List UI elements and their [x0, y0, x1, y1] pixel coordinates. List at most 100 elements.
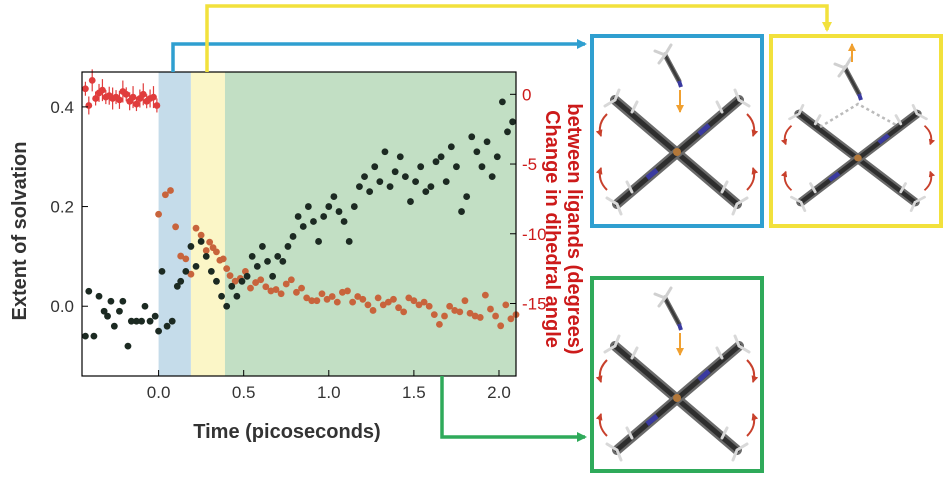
series-2-point — [207, 267, 215, 275]
series-1-point — [487, 305, 494, 313]
series-2-point — [192, 262, 200, 270]
series-2-point — [422, 188, 430, 196]
series-0-point — [82, 81, 89, 96]
series-2-point — [427, 183, 435, 191]
series-2-point — [498, 98, 506, 106]
series-2-point — [478, 163, 486, 171]
blue-connector-arrow — [171, 39, 587, 72]
series-2-point — [228, 282, 236, 290]
series-1-point — [167, 187, 174, 194]
series-2-point — [279, 257, 287, 265]
series-2-point — [119, 297, 127, 305]
series-1-point — [267, 287, 275, 295]
green-connector-arrow — [440, 376, 587, 442]
series-1-point — [384, 298, 392, 306]
series-1-point — [446, 302, 454, 310]
x-tick-label: 2.0 — [487, 383, 511, 402]
series-2-point — [504, 128, 511, 136]
series-1-point — [257, 276, 265, 284]
series-1-point — [219, 255, 227, 263]
series-1-point — [441, 312, 448, 320]
series-0-point — [139, 83, 147, 106]
panel-blue — [590, 34, 764, 228]
series-1-point — [420, 298, 428, 306]
series-1-point — [161, 191, 169, 199]
solvation-chart: 0.0 0.5 1.0 1.5 2.0 0.0 0.2 0.4 0 -5 -10 -15 Time… — [9, 69, 585, 443]
series-2-point — [386, 183, 394, 191]
series-2-point — [432, 158, 440, 166]
series-2-point — [483, 138, 491, 146]
series-2-point — [376, 178, 384, 186]
series-1-point — [247, 284, 254, 292]
series-1-point — [354, 293, 362, 300]
series-0-point — [129, 86, 137, 109]
series-0-point — [122, 87, 130, 102]
series-2-point — [381, 148, 389, 156]
series-1-point — [298, 284, 305, 292]
series-1-point — [410, 297, 418, 305]
series-1-point — [492, 312, 499, 320]
yellow-connector-arrow — [205, 4, 832, 72]
series-2-point — [177, 277, 185, 285]
series-2-point — [141, 302, 149, 310]
series-1-point — [507, 315, 515, 323]
series-1-point — [287, 276, 295, 284]
series-2-point — [223, 302, 231, 310]
series-2-point — [437, 153, 445, 161]
series-1-point — [182, 255, 190, 263]
series-1-point — [502, 301, 510, 309]
series-2-point — [289, 233, 297, 240]
series-1-point — [226, 272, 234, 279]
series-1-point — [405, 294, 413, 302]
series-1-point — [395, 304, 402, 312]
series-2-point — [243, 272, 251, 280]
y-left-axis-ticks: 0.0 0.2 0.4 — [50, 98, 88, 316]
series-1-point — [282, 280, 290, 288]
series-1-point — [400, 308, 408, 316]
series-2-point — [248, 252, 256, 260]
y-right-tick-label: -10 — [522, 225, 547, 244]
series-1-point — [231, 277, 239, 285]
svg-text:Change in dihedral angle: Change in dihedral angle — [541, 110, 563, 348]
series-2-point — [155, 327, 162, 335]
series-1-point — [293, 288, 300, 296]
series-2-point — [335, 208, 343, 215]
series-1-point — [192, 224, 200, 232]
series-2-point — [447, 143, 455, 151]
series-2-point — [85, 287, 93, 295]
series-1-point — [425, 302, 433, 310]
series-2-point — [463, 193, 471, 200]
series-2-point — [82, 332, 89, 340]
series-2-point — [391, 168, 399, 176]
series-1-point — [177, 252, 185, 260]
series-2-point — [233, 292, 241, 300]
series-2-point — [493, 153, 501, 161]
series-2-point — [182, 267, 190, 275]
series-2-point — [442, 178, 450, 186]
series-2-point — [274, 252, 282, 260]
series-2-point — [294, 213, 302, 220]
phase-band-green — [224, 72, 516, 376]
series-2-point — [320, 213, 328, 220]
series-2-point — [371, 163, 379, 171]
series-1-point — [206, 238, 214, 246]
series-0-point — [92, 91, 100, 106]
series-1-point — [333, 298, 341, 306]
series-2-point — [187, 243, 195, 250]
series-1-point — [471, 312, 479, 320]
series-1-point — [252, 279, 259, 286]
series-0-point — [116, 90, 123, 109]
series-2-point — [345, 238, 353, 245]
series-2-point — [116, 307, 123, 315]
series-2-point — [90, 332, 98, 340]
series-1-point — [262, 283, 270, 291]
series-1-point — [451, 307, 459, 314]
series-0-point — [99, 79, 106, 102]
series-1-point — [390, 295, 397, 303]
series-0-point — [85, 96, 93, 115]
series-2-point — [163, 322, 171, 330]
series-1-point — [430, 311, 438, 319]
series-2-point — [264, 257, 271, 265]
y-right-tick-label: 0 — [522, 85, 531, 104]
